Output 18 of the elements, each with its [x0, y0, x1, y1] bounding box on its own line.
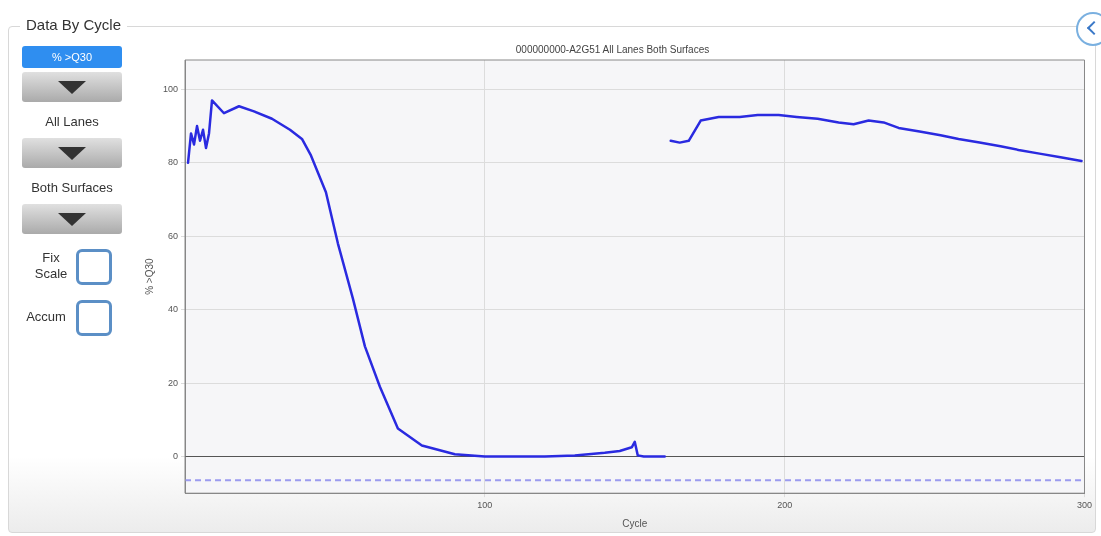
- x-tick-label: 100: [477, 500, 493, 511]
- text: Accum: [25, 309, 67, 324]
- selected-button: % >Q30: [22, 46, 122, 68]
- y-tick-label: 60: [168, 230, 179, 241]
- x-axis-title: Cycle: [622, 517, 648, 529]
- y-tick-label: 20: [168, 377, 179, 388]
- y-tick-label: 100: [162, 83, 179, 94]
- text: Data By Cycle: [20, 16, 128, 33]
- y-tick-label: 40: [168, 304, 179, 315]
- x-tick-label: 200: [777, 500, 793, 511]
- text: Both Surfaces: [30, 180, 114, 195]
- y-axis-title: % >Q30: [143, 257, 155, 295]
- y-tick-label: 0: [173, 450, 179, 461]
- x-tick-label: 300: [1076, 500, 1093, 511]
- y-tick-label: 80: [168, 157, 179, 168]
- text: All Lanes: [44, 114, 100, 129]
- text: Fix Scale: [33, 250, 69, 282]
- chart-title: 000000000-A2G51 All Lanes Both Surfaces: [515, 43, 710, 55]
